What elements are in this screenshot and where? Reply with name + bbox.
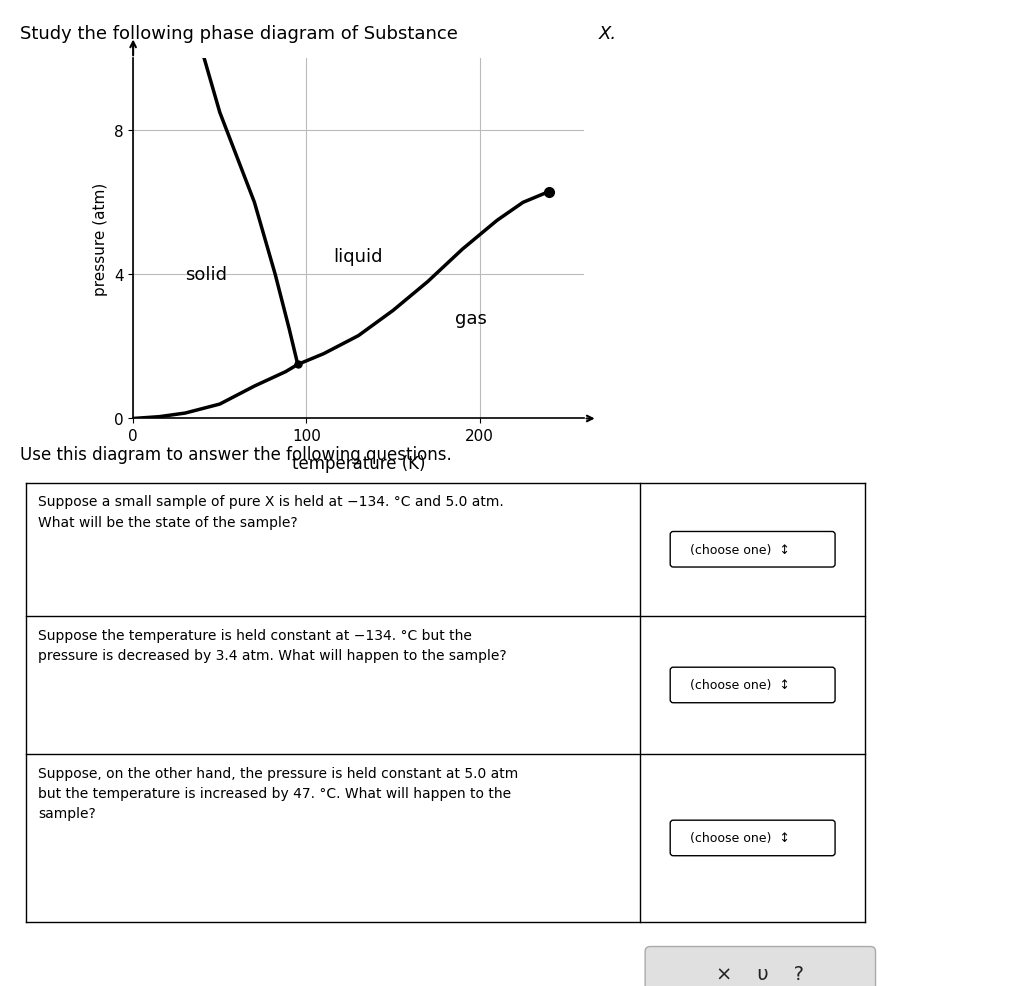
Text: gas: gas: [455, 310, 487, 327]
Text: Use this diagram to answer the following questions.: Use this diagram to answer the following…: [20, 446, 453, 463]
Text: (choose one)  ↕: (choose one) ↕: [690, 543, 790, 556]
Text: Suppose a small sample of pure X is held at −134. °C and 5.0 atm.
What will be t: Suppose a small sample of pure X is held…: [38, 495, 504, 528]
Text: X.: X.: [599, 25, 617, 42]
Text: Suppose the temperature is held constant at −134. °C but the
pressure is decreas: Suppose the temperature is held constant…: [38, 628, 507, 662]
X-axis label: temperature (K): temperature (K): [292, 455, 425, 473]
Text: Suppose, on the other hand, the pressure is held constant at 5.0 atm
but the tem: Suppose, on the other hand, the pressure…: [38, 766, 518, 820]
Text: (choose one)  ↕: (choose one) ↕: [690, 831, 790, 845]
Text: solid: solid: [185, 266, 227, 284]
Text: liquid: liquid: [334, 248, 383, 266]
Text: Study the following phase diagram of Substance: Study the following phase diagram of Sub…: [20, 25, 464, 42]
Text: (choose one)  ↕: (choose one) ↕: [690, 678, 790, 692]
Y-axis label: pressure (atm): pressure (atm): [93, 182, 109, 296]
Text: ×    υ    ?: × υ ?: [717, 964, 804, 983]
